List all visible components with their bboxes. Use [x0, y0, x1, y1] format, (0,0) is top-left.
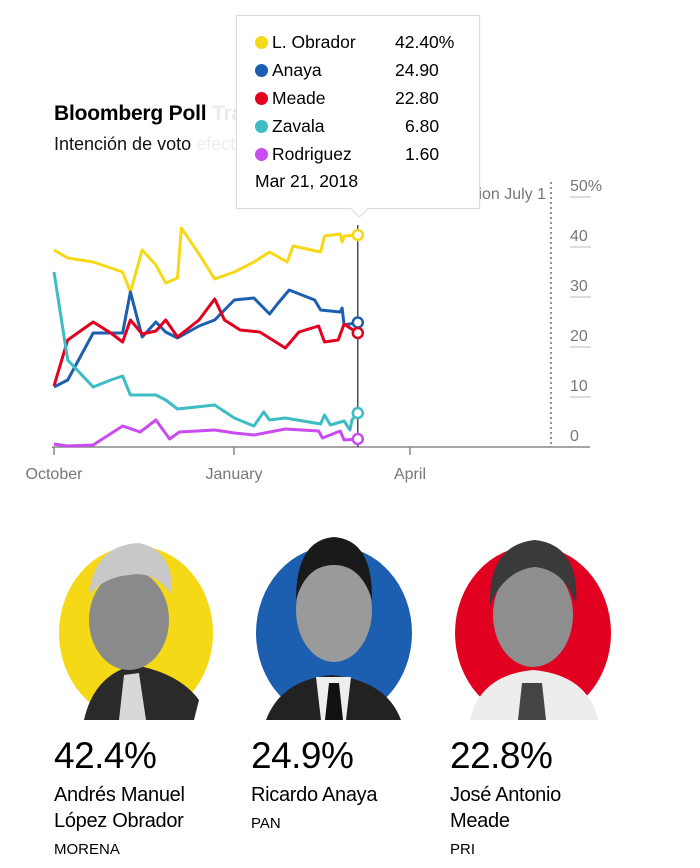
- hover-point-marker: [351, 228, 365, 242]
- tooltip-date: Mar 21, 2018: [255, 171, 359, 191]
- tooltip-row-obrador: L. Obrador: [255, 31, 356, 53]
- series-line-zavala: [52, 271, 359, 432]
- candidate-party: PRI: [450, 841, 476, 858]
- tooltip-row-meade: Meade: [255, 87, 326, 109]
- y-tick-label: 10: [570, 378, 588, 395]
- hover-markers: [351, 228, 365, 446]
- subtitle-text: Intención de voto: [54, 134, 192, 154]
- candidate-name: Andrés Manuel López Obrador: [54, 782, 185, 834]
- portrait-face: [296, 558, 372, 662]
- portrait-hair: [89, 543, 173, 595]
- series-line-l-obrador: [53, 226, 358, 294]
- x-tick-label: January: [206, 466, 263, 483]
- candidate-name: José Antonio Meade: [450, 782, 561, 834]
- tooltip-row-rodriguez: Rodriguez: [255, 143, 352, 165]
- candidate-percentage: 22.8%: [450, 735, 553, 776]
- x-tick-label: April: [394, 466, 426, 483]
- series-line-meade: [52, 297, 359, 387]
- hover-point-marker: [351, 432, 365, 446]
- candidate-percentage: 24.9%: [251, 735, 354, 776]
- candidate-portrait: [455, 540, 611, 720]
- tooltip-value: 22.80: [395, 88, 439, 108]
- y-tick-label: 40: [570, 228, 588, 245]
- hover-point-marker: [351, 326, 365, 340]
- portrait-face: [89, 570, 169, 670]
- hover-tooltip: L. Obrador 42.40% Anaya 24.90 Meade 22.8…: [236, 15, 480, 218]
- candidate-name: Ricardo Anaya: [251, 782, 377, 808]
- tooltip-label: Rodriguez: [272, 144, 352, 164]
- legend-dot-icon: [255, 120, 268, 133]
- series-line-anaya: [53, 288, 359, 389]
- candidate-name-line: Andrés Manuel: [54, 784, 185, 806]
- tooltip-label: Anaya: [272, 60, 322, 80]
- hover-point-marker: [351, 316, 365, 329]
- hover-point-marker: [351, 406, 365, 420]
- tooltip-row-zavala: Zavala: [255, 115, 325, 137]
- candidate-name-line: José Antonio: [450, 784, 561, 806]
- tooltip-label: Meade: [272, 88, 326, 108]
- candidate-name-line: López Obrador: [54, 810, 184, 832]
- legend-dot-icon: [255, 92, 268, 105]
- y-axis: 0 10 20 30 40 50%: [570, 178, 602, 445]
- title-text: Bloomberg Poll: [54, 102, 207, 125]
- candidate-percentage: 42.4%: [54, 735, 157, 776]
- tooltip-value: 1.60: [405, 144, 440, 164]
- tooltip-label: Zavala: [272, 116, 325, 136]
- candidate-party: PAN: [251, 815, 281, 832]
- series-lines: [52, 226, 359, 448]
- portrait-hair: [296, 537, 373, 600]
- legend-dot-icon: [255, 148, 268, 161]
- tooltip-value: 24.90: [395, 60, 439, 80]
- tooltip-value: 42.40%: [395, 32, 455, 52]
- portrait-hair: [489, 540, 577, 605]
- candidate-name-line: Meade: [450, 810, 510, 832]
- candidate-portrait: [59, 543, 213, 720]
- candidate-name-line: Ricardo Anaya: [251, 784, 378, 806]
- y-tick-label: 30: [570, 278, 588, 295]
- candidate-portrait: [256, 537, 412, 720]
- y-tick-label: 50%: [570, 178, 602, 195]
- portrait-face: [493, 563, 573, 667]
- tooltip-label: L. Obrador: [272, 32, 356, 52]
- candidate-party: MORENA: [54, 841, 120, 858]
- x-axis-ticks: October January April: [26, 447, 426, 483]
- y-tick-label: 20: [570, 328, 588, 345]
- tooltip-value: 6.80: [405, 116, 440, 136]
- y-tick-label: 0: [570, 428, 579, 445]
- series-line-rodriguez: [53, 418, 358, 448]
- tooltip-row-anaya: Anaya: [255, 59, 322, 81]
- legend-dot-icon: [255, 36, 268, 49]
- x-tick-label: October: [26, 466, 84, 483]
- legend-dot-icon: [255, 64, 268, 77]
